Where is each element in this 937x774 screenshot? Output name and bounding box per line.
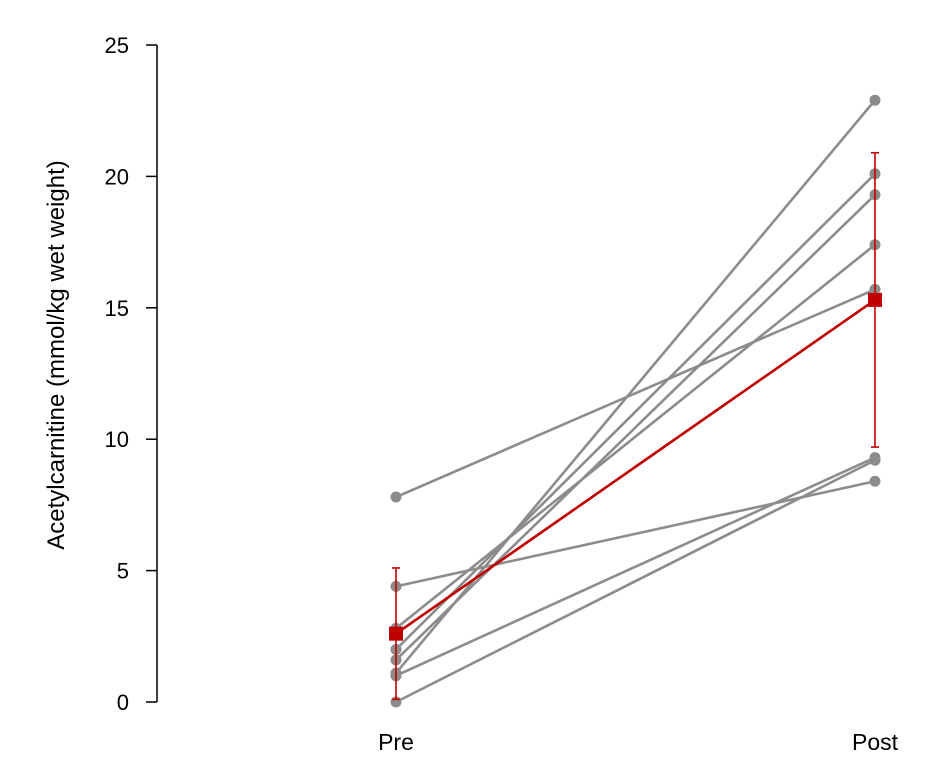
individual-line-6 [395, 99, 876, 674]
y-axis-title: Acetylcarnitine (mmol/kg wet weight) [43, 160, 70, 549]
mean-point-pre [389, 626, 403, 641]
individual-line-4 [395, 172, 876, 651]
individual-line-8 [395, 459, 876, 704]
individual-point-1-pre [390, 491, 402, 503]
x-label-pre: Pre [378, 729, 414, 755]
individual-point-8-post [869, 454, 881, 466]
individual-line-1 [395, 288, 876, 499]
individual-point-6-post [869, 94, 881, 106]
y-tick-label-25: 25 [105, 33, 129, 58]
y-tick-label-0: 0 [117, 690, 129, 715]
x-label-post: Post [852, 729, 899, 755]
y-ticks: 0 5 10 15 20 25 [105, 33, 157, 715]
y-tick-label-15: 15 [105, 296, 129, 321]
x-labels: Pre Post [378, 729, 899, 755]
individual-line-3 [395, 243, 876, 630]
individual-series-8 [390, 454, 881, 708]
individual-point-2-post [869, 475, 881, 487]
individual-line-7 [395, 456, 876, 677]
mean-point-post [868, 292, 882, 307]
individual-series-7 [390, 452, 881, 682]
mean-series [389, 151, 882, 701]
individual-series-5 [390, 189, 881, 666]
y-tick-label-10: 10 [105, 427, 129, 452]
individual-lines [390, 94, 881, 708]
individual-series-6 [390, 94, 881, 679]
individual-series-1 [390, 283, 881, 503]
individual-line-5 [395, 193, 876, 661]
y-tick-label-20: 20 [105, 164, 129, 189]
mean-line [395, 298, 876, 635]
y-tick-label-5: 5 [117, 559, 129, 584]
individual-series-3 [390, 239, 881, 634]
